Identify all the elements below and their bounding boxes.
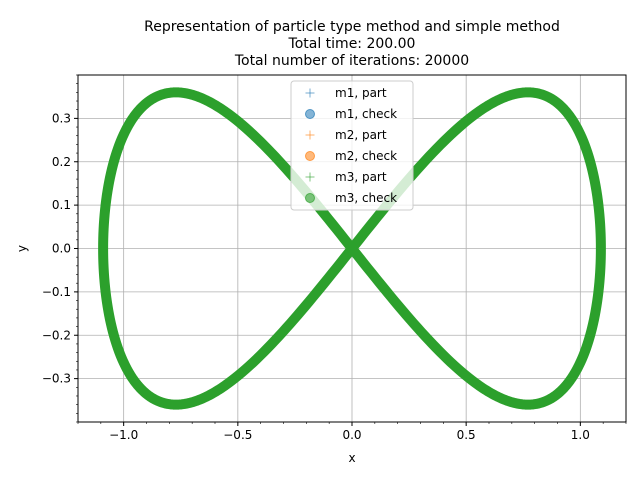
x-tick-label-3: 0.5 <box>457 428 476 442</box>
legend-box <box>290 80 414 211</box>
legend-label-5: m3, check <box>335 191 397 205</box>
x-tick-label-1: −0.5 <box>223 428 252 442</box>
legend: m1, part m1, check m2, part m2, check m3, pa… <box>290 80 414 211</box>
legend-label-4: m3, part <box>335 170 387 184</box>
y-tick-label-2: −0.1 <box>42 285 71 299</box>
legend-marker-3 <box>305 151 315 161</box>
x-axis-label: x <box>348 451 355 465</box>
axis-ticks: −1.0 −0.5 0.0 0.5 1.0 −0.3 −0.2 −0.1 0.0 0.1 0.2 0.… <box>42 74 627 442</box>
y-tick-label-1: −0.2 <box>42 328 71 342</box>
legend-marker-5 <box>305 193 315 203</box>
chart-title-line-1: Representation of particle type method a… <box>144 19 560 35</box>
x-tick-label-2: 0.0 <box>342 428 361 442</box>
legend-label-3: m2, check <box>335 149 397 163</box>
series-5-curve <box>98 87 606 410</box>
y-tick-label-5: 0.2 <box>52 155 71 169</box>
legend-label-0: m1, part <box>335 86 387 100</box>
y-tick-label-6: 0.3 <box>52 111 71 125</box>
chart-title: Representation of particle type method a… <box>144 19 560 69</box>
legend-label-1: m1, check <box>335 107 397 121</box>
legend-label-2: m2, part <box>335 128 387 142</box>
chart-title-line-3: Total number of iterations: 20000 <box>234 53 469 69</box>
chart-title-line-2: Total time: 200.00 <box>288 36 416 52</box>
x-tick-label-4: 1.0 <box>571 428 590 442</box>
x-tick-label-0: −1.0 <box>109 428 138 442</box>
y-tick-label-4: 0.1 <box>52 198 71 212</box>
data-curve-group <box>98 87 606 410</box>
y-axis-label: y <box>15 245 29 252</box>
legend-marker-1 <box>305 109 315 119</box>
y-tick-label-0: −0.3 <box>42 372 71 386</box>
y-tick-label-3: 0.0 <box>52 242 71 256</box>
